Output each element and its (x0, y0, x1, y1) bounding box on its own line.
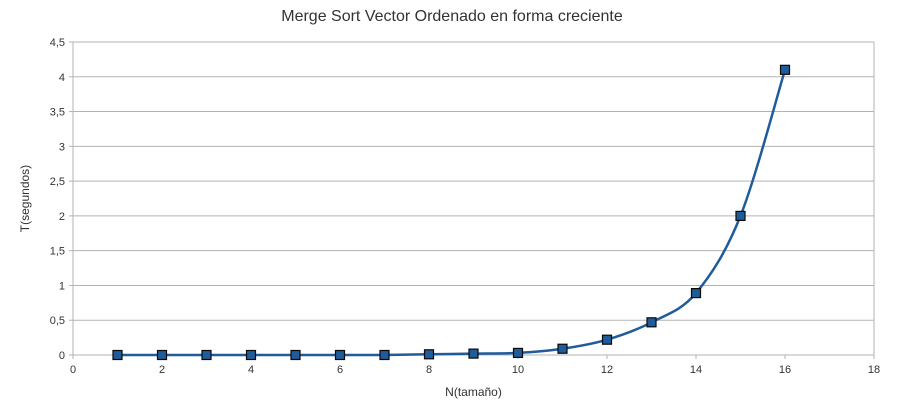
data-point-marker (690, 287, 702, 299)
data-point-marker (379, 349, 390, 361)
data-point-marker (601, 334, 613, 345)
x-tick-label: 4 (248, 364, 254, 376)
series-line (117, 69, 787, 357)
x-tick-label: 10 (512, 364, 524, 376)
data-point-marker (779, 64, 791, 75)
data-point-marker (646, 317, 657, 328)
y-tick-label: 3,5 (50, 107, 65, 119)
axes (69, 41, 875, 359)
tick-labels: 0 0,5 1 1,5 2 2,5 3 3,5 4 4,5 0 2 4 6 8 10 12 14 16 18 (50, 37, 880, 376)
data-point-marker (156, 349, 168, 361)
data-point-marker (334, 349, 346, 361)
y-tick-label: 4,5 (50, 37, 65, 49)
x-tick-label: 2 (159, 364, 165, 376)
y-tick-label: 4 (59, 72, 65, 84)
series-path (117, 69, 787, 357)
data-point-marker (112, 349, 123, 361)
data-point-marker (245, 349, 257, 361)
data-point-marker (290, 349, 301, 361)
x-tick-label: 14 (690, 364, 702, 376)
x-tick-label: 6 (337, 364, 343, 376)
x-tick-label: 8 (426, 364, 432, 376)
data-markers (112, 64, 791, 361)
y-tick-label: 2 (59, 211, 65, 223)
y-tick-label: 3 (59, 141, 65, 153)
y-tick-label: 0,5 (50, 315, 65, 327)
data-point-marker (512, 347, 524, 359)
y-tick-label: 1,5 (50, 246, 65, 258)
x-tick-label: 16 (779, 364, 791, 376)
x-tick-label: 12 (601, 364, 613, 376)
x-tick-label: 0 (70, 364, 76, 376)
y-tick-label: 1 (59, 280, 65, 292)
chart-title: Merge Sort Vector Ordenado en forma crec… (281, 8, 623, 25)
data-point-marker (423, 349, 435, 360)
data-point-marker (735, 210, 746, 221)
x-axis-label: N(tamaño) (445, 385, 502, 399)
y-tick-label: 0 (59, 350, 65, 362)
data-point-marker (468, 348, 479, 359)
data-point-marker (557, 343, 568, 354)
grid-lines (73, 41, 874, 356)
y-tick-label: 2,5 (50, 176, 65, 188)
x-tick-label: 18 (868, 364, 880, 376)
data-point-marker (201, 349, 212, 361)
y-axis-label: T(segundos) (18, 165, 32, 232)
